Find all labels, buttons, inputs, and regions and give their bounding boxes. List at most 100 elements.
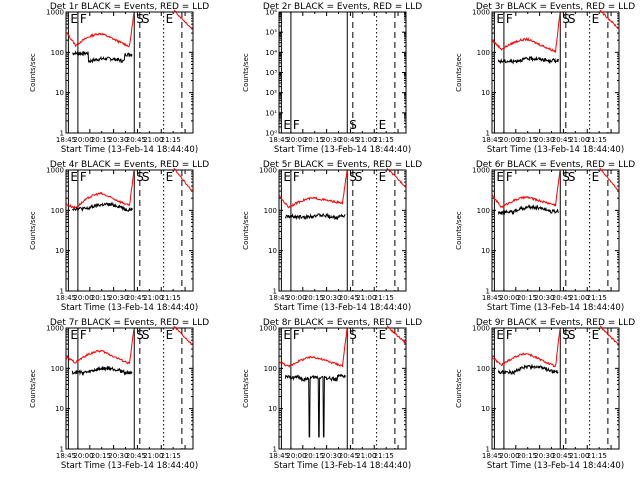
panel-det-7: Det 7r BLACK = Events, RED = LLD18:4520:…	[29, 318, 209, 471]
panel-title: Det 9r BLACK = Events, RED = LLD	[476, 318, 635, 328]
marker-label: S	[349, 328, 357, 342]
y-tick-label: 10²	[265, 89, 277, 97]
y-tick-label: 10	[268, 405, 277, 413]
marker-label: E	[166, 328, 174, 342]
y-tick-label: 1000	[46, 9, 64, 17]
marker-label: E	[70, 328, 78, 342]
marker-label: S	[136, 170, 144, 184]
panel-det-4: Det 4r BLACK = Events, RED = LLD18:4520:…	[29, 160, 209, 313]
lld-series-line	[173, 167, 193, 192]
marker-label: E	[496, 170, 504, 184]
y-axis-label: Counts/sec	[29, 53, 37, 92]
x-tick-label: 18:45	[482, 452, 502, 460]
y-tick-label: 10⁰	[265, 130, 277, 138]
y-tick-label: 10	[481, 89, 490, 97]
x-tick-label: 21:00	[143, 294, 163, 302]
marker-label: E	[496, 328, 504, 342]
marker-label: E	[283, 328, 291, 342]
x-tick-label: 21:15	[374, 294, 394, 302]
x-tick-label: 20:45	[552, 294, 572, 302]
x-axis-label: Start Time (13-Feb-14 18:44:40)	[274, 145, 411, 155]
x-tick-label: 21:00	[569, 136, 589, 144]
panel-det-6: Det 6r BLACK = Events, RED = LLD18:4520:…	[455, 160, 635, 313]
y-tick-label: 10	[55, 247, 64, 255]
y-tick-label: 1	[486, 446, 490, 454]
y-axis-label: Counts/sec	[242, 369, 250, 408]
x-tick-label: 18:45	[482, 294, 502, 302]
y-tick-label: 10	[268, 247, 277, 255]
x-tick-label: 21:00	[569, 452, 589, 460]
x-tick-label: 21:00	[356, 452, 376, 460]
y-tick-label: 10⁵	[265, 29, 277, 37]
marker-label: E	[283, 118, 291, 132]
x-tick-label: 20:15	[91, 452, 111, 460]
events-series-line	[284, 373, 346, 438]
x-tick-label: 20:45	[339, 294, 359, 302]
x-tick-label: 20:45	[339, 452, 359, 460]
x-axis-label: Start Time (13-Feb-14 18:44:40)	[274, 461, 411, 471]
marker-label: E	[496, 12, 504, 26]
marker-label: F	[80, 328, 87, 342]
x-tick-label: 20:00	[286, 136, 306, 144]
y-tick-label: 10⁴	[265, 49, 277, 57]
panel-title: Det 6r BLACK = Events, RED = LLD	[476, 160, 635, 170]
y-tick-label: 10¹	[265, 109, 277, 117]
y-tick-label: 1000	[259, 325, 277, 333]
marker-label: E	[166, 170, 174, 184]
x-tick-label: 18:45	[269, 294, 289, 302]
x-tick-label: 21:15	[374, 452, 394, 460]
lld-series-line	[491, 13, 561, 53]
lld-series-line	[386, 325, 406, 344]
marker-label: S	[142, 170, 150, 184]
x-tick-label: 21:15	[587, 136, 607, 144]
events-series-line	[71, 365, 133, 376]
plot-frame	[65, 169, 194, 292]
x-tick-label: 20:30	[108, 294, 128, 302]
marker-label: E	[283, 170, 291, 184]
x-tick-label: 20:30	[534, 294, 554, 302]
y-tick-label: 100	[477, 207, 490, 215]
lld-series-line	[491, 329, 561, 368]
x-tick-label: 20:45	[126, 136, 146, 144]
plot-frame	[491, 169, 620, 292]
x-tick-label: 21:15	[161, 452, 181, 460]
lld-series-line	[173, 9, 193, 30]
x-tick-label: 20:00	[73, 136, 93, 144]
x-tick-label: 20:45	[339, 136, 359, 144]
x-tick-label: 21:15	[161, 136, 181, 144]
events-series-line	[72, 201, 133, 213]
marker-label: F	[293, 170, 300, 184]
marker-label: S	[136, 328, 144, 342]
marker-label: S	[568, 170, 576, 184]
x-tick-label: 20:00	[499, 294, 519, 302]
x-tick-label: 20:15	[304, 452, 324, 460]
y-tick-label: 1	[273, 288, 277, 296]
x-tick-label: 20:15	[517, 452, 537, 460]
marker-label: S	[568, 12, 576, 26]
y-axis-label: Counts/sec	[455, 211, 463, 250]
y-tick-label: 1	[486, 288, 490, 296]
panel-det-9: Det 9r BLACK = Events, RED = LLD 18:45 20:…	[455, 318, 635, 471]
marker-label: F	[506, 328, 513, 342]
marker-label: E	[592, 12, 600, 26]
y-tick-label: 100	[477, 365, 490, 373]
x-axis-label: Start Time (13-Feb-14 18:44:40)	[487, 145, 624, 155]
marker-label: S	[349, 170, 357, 184]
x-tick-label: 20:30	[108, 136, 128, 144]
x-tick-label: 20:45	[126, 452, 146, 460]
marker-label: F	[506, 12, 513, 26]
lld-series-line	[386, 167, 406, 188]
x-tick-label: 21:15	[587, 294, 607, 302]
x-tick-label: 20:30	[534, 452, 554, 460]
x-tick-label: 18:45	[269, 452, 289, 460]
y-tick-label: 100	[477, 49, 490, 57]
marker-label: S	[355, 170, 363, 184]
plot-frame	[65, 327, 194, 450]
y-tick-label: 1	[486, 130, 490, 138]
x-tick-label: 20:15	[91, 136, 111, 144]
x-tick-label: 20:30	[321, 136, 341, 144]
marker-label: E	[592, 170, 600, 184]
panel-det-5: Det 5r BLACK = Events, RED = LLD18:4520:…	[242, 160, 422, 313]
x-axis-label: Start Time (13-Feb-14 18:44:40)	[487, 303, 624, 313]
marker-label: F	[80, 12, 87, 26]
